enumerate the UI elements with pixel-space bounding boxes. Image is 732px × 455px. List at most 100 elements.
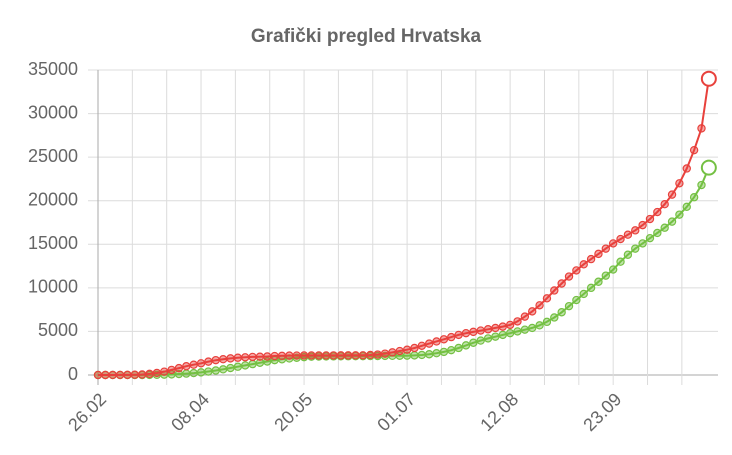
data-point bbox=[447, 332, 456, 342]
data-point bbox=[204, 357, 213, 366]
data-point bbox=[564, 272, 574, 281]
series-line bbox=[98, 167, 710, 376]
data-point bbox=[616, 234, 625, 244]
data-point bbox=[167, 365, 176, 375]
series-line bbox=[98, 78, 710, 376]
data-point bbox=[336, 351, 346, 360]
data-point bbox=[682, 202, 691, 212]
data-point bbox=[454, 330, 463, 340]
y-tick-label: 30000 bbox=[28, 102, 78, 122]
data-point bbox=[417, 341, 427, 351]
data-point bbox=[579, 289, 588, 299]
data-point bbox=[697, 180, 706, 190]
data-point bbox=[594, 277, 603, 286]
data-point bbox=[623, 250, 633, 259]
data-point bbox=[542, 317, 552, 327]
data-point bbox=[645, 214, 655, 224]
data-point bbox=[616, 257, 625, 266]
data-point bbox=[564, 301, 574, 311]
data-point bbox=[520, 312, 530, 321]
data-point bbox=[594, 249, 603, 259]
data-point bbox=[255, 352, 265, 361]
data-point bbox=[505, 328, 515, 338]
data-point bbox=[424, 339, 434, 348]
x-tick-label: 20.05 bbox=[270, 389, 316, 435]
series bbox=[93, 159, 717, 380]
data-point bbox=[483, 325, 493, 334]
data-point bbox=[491, 332, 500, 341]
x-tick-label: 01.07 bbox=[373, 389, 419, 435]
data-point bbox=[189, 360, 198, 369]
data-point bbox=[211, 355, 220, 365]
data-point bbox=[196, 359, 206, 368]
data-point bbox=[700, 70, 717, 87]
data-point bbox=[410, 343, 419, 353]
data-point bbox=[307, 351, 316, 360]
data-point bbox=[645, 233, 655, 243]
data-point bbox=[535, 301, 544, 310]
data-point bbox=[461, 341, 471, 350]
data-point bbox=[204, 367, 213, 376]
data-point bbox=[572, 266, 581, 275]
data-point bbox=[226, 354, 235, 363]
data-point bbox=[660, 223, 669, 232]
data-point bbox=[189, 368, 198, 378]
data-point bbox=[682, 164, 691, 173]
data-point bbox=[248, 352, 257, 362]
data-point bbox=[240, 353, 250, 362]
y-tick-label: 25000 bbox=[28, 146, 78, 166]
data-point bbox=[351, 351, 360, 360]
data-point bbox=[240, 361, 250, 370]
y-tick-label: 10000 bbox=[28, 277, 78, 297]
data-point bbox=[557, 279, 566, 288]
data-point bbox=[667, 190, 677, 199]
data-point bbox=[344, 351, 353, 360]
data-point bbox=[285, 351, 294, 360]
data-point bbox=[93, 370, 103, 380]
data-point bbox=[660, 199, 669, 209]
data-point bbox=[211, 366, 220, 375]
data-point bbox=[498, 330, 507, 340]
data-point bbox=[528, 307, 537, 316]
data-point bbox=[513, 327, 522, 336]
data-point bbox=[542, 294, 552, 303]
data-point bbox=[528, 323, 537, 333]
data-point bbox=[380, 349, 390, 358]
y-tick-label: 15000 bbox=[28, 233, 78, 253]
data-point bbox=[233, 353, 243, 362]
data-point bbox=[586, 283, 596, 293]
data-point bbox=[520, 325, 530, 334]
data-point bbox=[476, 336, 485, 345]
data-point bbox=[557, 308, 566, 317]
x-tick-label: 26.02 bbox=[64, 389, 110, 435]
data-point bbox=[226, 363, 235, 373]
data-point bbox=[373, 350, 382, 359]
data-point bbox=[513, 317, 522, 326]
data-point bbox=[483, 334, 493, 343]
data-point bbox=[697, 124, 706, 133]
data-point bbox=[638, 239, 647, 248]
data-point bbox=[395, 346, 404, 356]
data-point bbox=[248, 359, 257, 369]
data-point bbox=[432, 349, 441, 358]
data-point bbox=[277, 351, 287, 361]
y-tick-label: 0 bbox=[68, 364, 78, 384]
data-point bbox=[123, 370, 132, 380]
data-point bbox=[439, 347, 449, 357]
data-point bbox=[667, 217, 677, 226]
data-point bbox=[152, 368, 162, 378]
data-point bbox=[299, 351, 309, 360]
data-point bbox=[601, 244, 611, 253]
data-point bbox=[314, 351, 323, 360]
data-point bbox=[689, 193, 699, 202]
data-point bbox=[601, 271, 611, 280]
data-point bbox=[130, 370, 139, 379]
data-point bbox=[292, 351, 301, 360]
data-point bbox=[469, 327, 478, 337]
data-point bbox=[572, 295, 581, 305]
data-point bbox=[196, 368, 206, 377]
data-point bbox=[469, 338, 478, 347]
data-point bbox=[608, 265, 618, 274]
x-tick-label: 12.08 bbox=[476, 389, 522, 435]
